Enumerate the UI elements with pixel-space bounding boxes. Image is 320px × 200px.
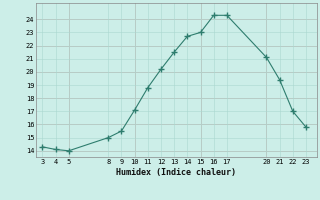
X-axis label: Humidex (Indice chaleur): Humidex (Indice chaleur) [116, 168, 236, 177]
